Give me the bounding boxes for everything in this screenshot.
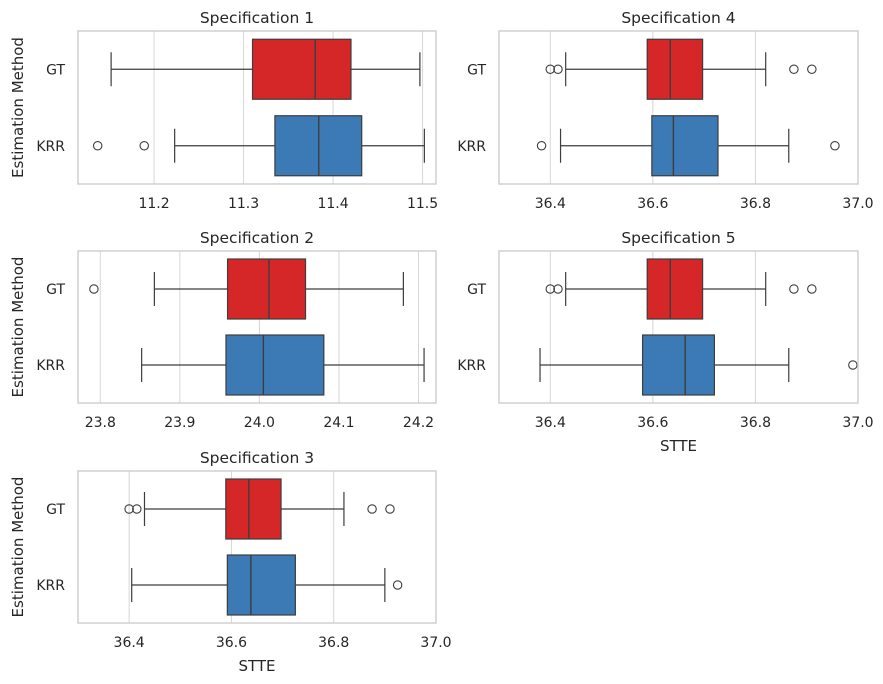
outlier-point — [789, 64, 799, 75]
category-label-gt: GT — [467, 62, 486, 78]
box-krr — [92, 115, 425, 177]
x-tick-label: 23.8 — [85, 415, 116, 431]
iqr-box — [225, 334, 325, 396]
outlier-point — [807, 284, 817, 294]
outlier-point — [89, 284, 99, 294]
outlier-point — [807, 64, 817, 75]
outlier-point — [545, 284, 556, 294]
box-krr — [536, 115, 840, 177]
panel-title: Specification 2 — [200, 229, 314, 247]
box-gt — [545, 258, 817, 320]
box-gt — [110, 38, 421, 100]
x-axis-label: STTE — [660, 437, 697, 455]
plot-frame — [77, 250, 437, 404]
outlier-point — [830, 141, 840, 151]
panel-title: Specification 5 — [621, 229, 735, 247]
plot-frame — [77, 30, 437, 185]
x-tick-label: 36.8 — [740, 415, 771, 431]
outlier-point — [367, 504, 377, 514]
category-label-krr: KRR — [36, 578, 65, 594]
category-label-krr: KRR — [36, 139, 65, 155]
box-gt — [89, 258, 404, 320]
x-tick-label: 37.0 — [420, 635, 451, 651]
iqr-box — [651, 115, 719, 177]
panel-title: Specification 1 — [200, 9, 314, 27]
box-gt — [545, 38, 817, 100]
outlier-point — [536, 141, 547, 151]
x-tick-label: 11.2 — [138, 196, 169, 212]
x-tick-label: 36.8 — [318, 635, 349, 651]
iqr-box — [251, 38, 352, 100]
category-label-gt: GT — [46, 502, 65, 518]
x-tick-label: 11.5 — [407, 196, 438, 212]
plot-frame — [498, 250, 859, 404]
y-axis-label: Estimation Method — [9, 477, 27, 618]
plot-frame — [77, 470, 437, 624]
x-tick-label: 36.6 — [637, 415, 668, 431]
box-krr — [141, 334, 425, 396]
x-tick-label: 24.2 — [403, 415, 434, 431]
x-tick-label: 36.4 — [535, 415, 566, 431]
outlier-point — [553, 64, 563, 75]
x-axis-label: STTE — [238, 657, 275, 675]
x-tick-label: 24.0 — [244, 415, 275, 431]
x-tick-label: 37.0 — [842, 415, 873, 431]
chart-panel-4: GT KRR 36.4 36.6 36.8 37.0 Specification 5 STTE — [457, 229, 873, 455]
x-tick-label: 11.3 — [228, 196, 259, 212]
iqr-box — [646, 258, 704, 320]
x-tick-label: 24.1 — [323, 415, 354, 431]
x-tick-label: 23.9 — [164, 415, 195, 431]
category-label-krr: KRR — [457, 139, 486, 155]
x-tick-label: 36.4 — [535, 196, 566, 212]
x-tick-label: 36.8 — [740, 196, 771, 212]
category-label-gt: GT — [467, 282, 486, 298]
box-krr — [131, 554, 403, 616]
category-label-krr: KRR — [36, 358, 65, 374]
outlier-point — [553, 284, 563, 294]
chart-panel-2: GT KRR 36.4 36.6 36.8 37.0 Specification 4 — [457, 9, 873, 212]
outlier-point — [789, 284, 799, 294]
iqr-box — [646, 38, 704, 100]
outlier-point — [545, 64, 556, 75]
x-tick-label: 36.6 — [216, 635, 247, 651]
plot-frame — [498, 30, 859, 185]
outlier-point — [848, 360, 858, 370]
outlier-point — [139, 141, 149, 151]
iqr-box — [225, 478, 282, 540]
chart-panel-1: GT KRR 11.2 11.3 11.4 11.5 Specification 1 Esti… — [9, 9, 438, 212]
y-axis-label: Estimation Method — [9, 37, 27, 178]
outlier-point — [392, 580, 403, 590]
outlier-point — [132, 504, 142, 514]
x-tick-label: 37.0 — [842, 196, 873, 212]
panel-title: Specification 3 — [200, 449, 314, 467]
x-tick-label: 11.4 — [317, 196, 348, 212]
outlier-point — [92, 141, 103, 151]
category-label-krr: KRR — [457, 358, 486, 374]
iqr-box — [641, 334, 715, 396]
box-krr — [539, 334, 858, 396]
outlier-point — [385, 504, 395, 514]
panel-title: Specification 4 — [621, 9, 735, 27]
category-label-gt: GT — [46, 282, 65, 298]
category-label-gt: GT — [46, 62, 65, 78]
iqr-box — [226, 258, 307, 320]
iqr-box — [226, 554, 296, 616]
chart-panel-5: GT KRR 36.4 36.6 36.8 37.0 Specification 3 Esti… — [9, 449, 452, 675]
outlier-point — [124, 504, 134, 514]
x-tick-label: 36.6 — [637, 196, 668, 212]
chart-panel-3: GT KRR 23.8 23.9 24.0 24.1 24.2 Specification 2… — [9, 229, 437, 431]
box-gt — [124, 478, 395, 540]
y-axis-label: Estimation Method — [9, 257, 27, 398]
x-tick-label: 36.4 — [114, 635, 145, 651]
